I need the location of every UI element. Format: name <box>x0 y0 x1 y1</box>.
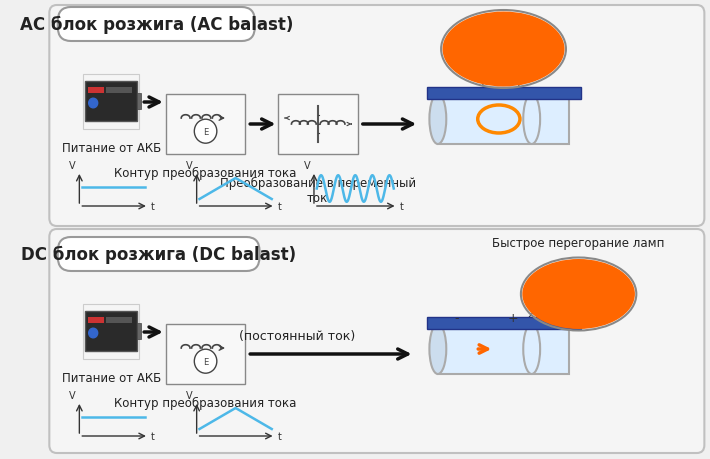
Text: +: + <box>508 311 518 325</box>
Text: t: t <box>151 202 155 212</box>
Ellipse shape <box>523 325 540 374</box>
Ellipse shape <box>442 12 564 87</box>
Text: Контур преобразования тока: Контур преобразования тока <box>114 396 296 409</box>
Ellipse shape <box>567 287 591 302</box>
Text: Питание от АКБ: Питание от АКБ <box>62 371 161 384</box>
Bar <box>83 304 139 359</box>
Text: t: t <box>278 202 281 212</box>
Bar <box>137 323 141 339</box>
Circle shape <box>195 349 217 373</box>
Ellipse shape <box>523 259 635 329</box>
Text: Быстрое перегорание ламп: Быстрое перегорание ламп <box>493 236 665 249</box>
Ellipse shape <box>573 291 584 298</box>
FancyBboxPatch shape <box>58 237 260 271</box>
Text: V: V <box>69 390 75 400</box>
Circle shape <box>89 329 98 338</box>
Text: V: V <box>304 161 310 171</box>
Ellipse shape <box>470 29 537 71</box>
Text: t: t <box>399 202 403 212</box>
Circle shape <box>195 120 217 144</box>
Circle shape <box>89 99 98 109</box>
Bar <box>438 95 569 145</box>
Bar <box>85 311 137 351</box>
Text: V: V <box>186 161 193 171</box>
Text: DC блок розжига (DC balast): DC блок розжига (DC balast) <box>21 246 296 263</box>
FancyBboxPatch shape <box>49 6 704 226</box>
Bar <box>85 82 137 122</box>
Ellipse shape <box>490 42 517 58</box>
Text: Питание от АКБ: Питание от АКБ <box>62 142 161 155</box>
Bar <box>278 95 358 155</box>
Text: -: - <box>454 311 459 325</box>
Ellipse shape <box>430 325 447 374</box>
Ellipse shape <box>557 281 600 308</box>
Ellipse shape <box>458 22 550 78</box>
Text: t: t <box>151 431 155 441</box>
Ellipse shape <box>536 268 621 320</box>
FancyBboxPatch shape <box>58 8 255 42</box>
Text: AC блок розжига (AC balast): AC блок розжига (AC balast) <box>20 16 293 34</box>
Text: V: V <box>186 390 193 400</box>
Text: E: E <box>203 357 208 366</box>
Ellipse shape <box>498 46 510 54</box>
Bar <box>427 317 581 329</box>
Bar <box>438 325 569 374</box>
Bar <box>165 325 246 384</box>
Ellipse shape <box>523 95 540 145</box>
Bar <box>83 75 139 130</box>
Ellipse shape <box>481 36 527 64</box>
Bar <box>88 88 104 94</box>
Text: Преобразование в переменный
ток: Преобразование в переменный ток <box>219 177 416 205</box>
Text: E: E <box>203 128 208 136</box>
Bar <box>137 94 141 110</box>
FancyBboxPatch shape <box>49 230 704 453</box>
Ellipse shape <box>430 95 447 145</box>
Bar <box>427 88 581 100</box>
Text: V: V <box>69 161 75 171</box>
Ellipse shape <box>547 275 610 313</box>
Bar <box>165 95 246 155</box>
Text: Контур преобразования тока: Контур преобразования тока <box>114 167 296 180</box>
Text: (постоянный ток): (постоянный ток) <box>239 329 355 342</box>
Bar <box>106 317 132 323</box>
Text: t: t <box>278 431 281 441</box>
Bar <box>88 317 104 323</box>
Bar <box>106 88 132 94</box>
